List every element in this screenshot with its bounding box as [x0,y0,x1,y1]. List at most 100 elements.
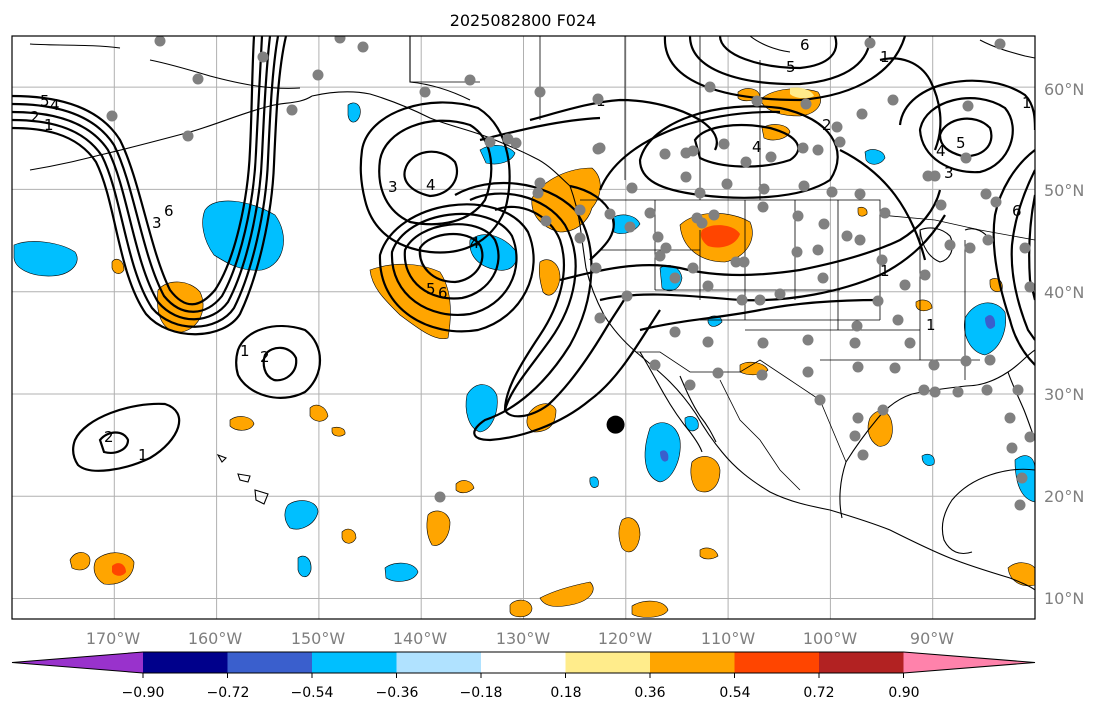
negative-area [284,500,319,530]
border [580,199,1035,241]
station-dot [708,209,720,221]
station-dot [774,288,786,300]
contour-label: 4 [752,138,762,156]
station-dot [802,366,814,378]
lon-tick-label: 90°W [910,629,954,648]
station-dot [765,151,777,163]
station-dot [756,369,768,381]
station-dot [594,142,606,154]
contour-line [918,97,1014,174]
contour-line [839,149,927,261]
station-dot [312,69,324,81]
colorbar-tick-label: −0.90 [122,685,165,701]
contour-label: 2 [822,116,832,134]
positive-area [631,600,669,618]
contour-line [359,101,511,254]
contour-line [1010,169,1035,341]
station-dot [962,100,974,112]
coastline [679,375,717,443]
colorbar-segment [565,652,651,673]
positive-area [539,581,594,607]
station-dot [687,145,699,157]
positive-area [341,528,357,544]
colorbar-extension-low [12,652,143,673]
contour-label: 1 [926,316,936,334]
station-dot [757,201,769,213]
negative-area [13,241,78,277]
contour-line [639,298,881,332]
station-dot [980,188,992,200]
contour-line [12,36,264,313]
contour-line [418,232,484,284]
station-dot [889,362,901,374]
coastline [254,489,269,505]
station-dot [621,290,633,302]
station-dot [751,95,763,107]
station-dot [990,196,1002,208]
station-dot [721,178,733,190]
negative-area [589,476,599,488]
contour-label: 6 [1012,202,1022,220]
coastline [979,39,1035,59]
station-dot [929,386,941,398]
station-dot [852,361,864,373]
colorbar-tick-label: −0.54 [291,685,334,701]
station-dot [669,326,681,338]
contour-line [403,150,458,198]
contour-label: 2 [104,428,114,446]
border [719,379,801,491]
lon-tick-label: 100°W [803,629,858,648]
lon-tick-label: 120°W [598,629,653,648]
station-dot [757,337,769,349]
station-dot [876,254,888,266]
contour-line [879,57,942,151]
coastline [839,461,847,519]
contour-label: 3 [152,214,162,232]
contour-line [559,189,942,282]
station-dot [918,384,930,396]
contour-label: 5 [786,58,796,76]
contour-line [1028,194,1035,301]
station-dot [994,38,1006,50]
station-dot [510,137,522,149]
contour-line [529,98,718,151]
positive-area [369,263,451,340]
contour-label: 5 [956,134,966,152]
station-dot [624,221,636,233]
contour-line [663,36,907,102]
contour-label: 6 [164,202,174,220]
station-dot [982,234,994,246]
contour-label: 4 [50,96,60,114]
station-dot [854,234,866,246]
colorbar-segment [481,652,566,673]
contour-label: 1 [1022,94,1032,112]
contour-line [12,36,288,336]
contour-line [469,192,577,411]
positive-area [111,258,125,274]
station-dot [814,394,826,406]
station-dot [864,37,876,49]
station-dot [649,359,661,371]
positive-area [426,510,451,546]
contour-line [98,431,130,454]
colorbar-tick-label: −0.18 [460,685,503,701]
positive-area [455,480,475,494]
positive-area [618,517,641,553]
station-dot [960,355,972,367]
strong-positive-area [700,225,740,248]
station-dot [419,86,431,98]
colorbar-segment [227,652,313,673]
lat-tick-label: 60°N [1044,80,1084,99]
contour-label: 6 [438,284,448,302]
station-dot [182,130,194,142]
station-dot [892,314,904,326]
coastline [149,59,301,89]
station-dot [812,144,824,156]
contour-line [235,325,322,399]
station-dot [540,215,552,227]
contour-label: 3 [944,164,954,182]
contour-label: 4 [936,142,946,160]
negative-area [384,562,419,582]
station-dot [192,73,204,85]
lon-tick-label: 130°W [496,629,551,648]
